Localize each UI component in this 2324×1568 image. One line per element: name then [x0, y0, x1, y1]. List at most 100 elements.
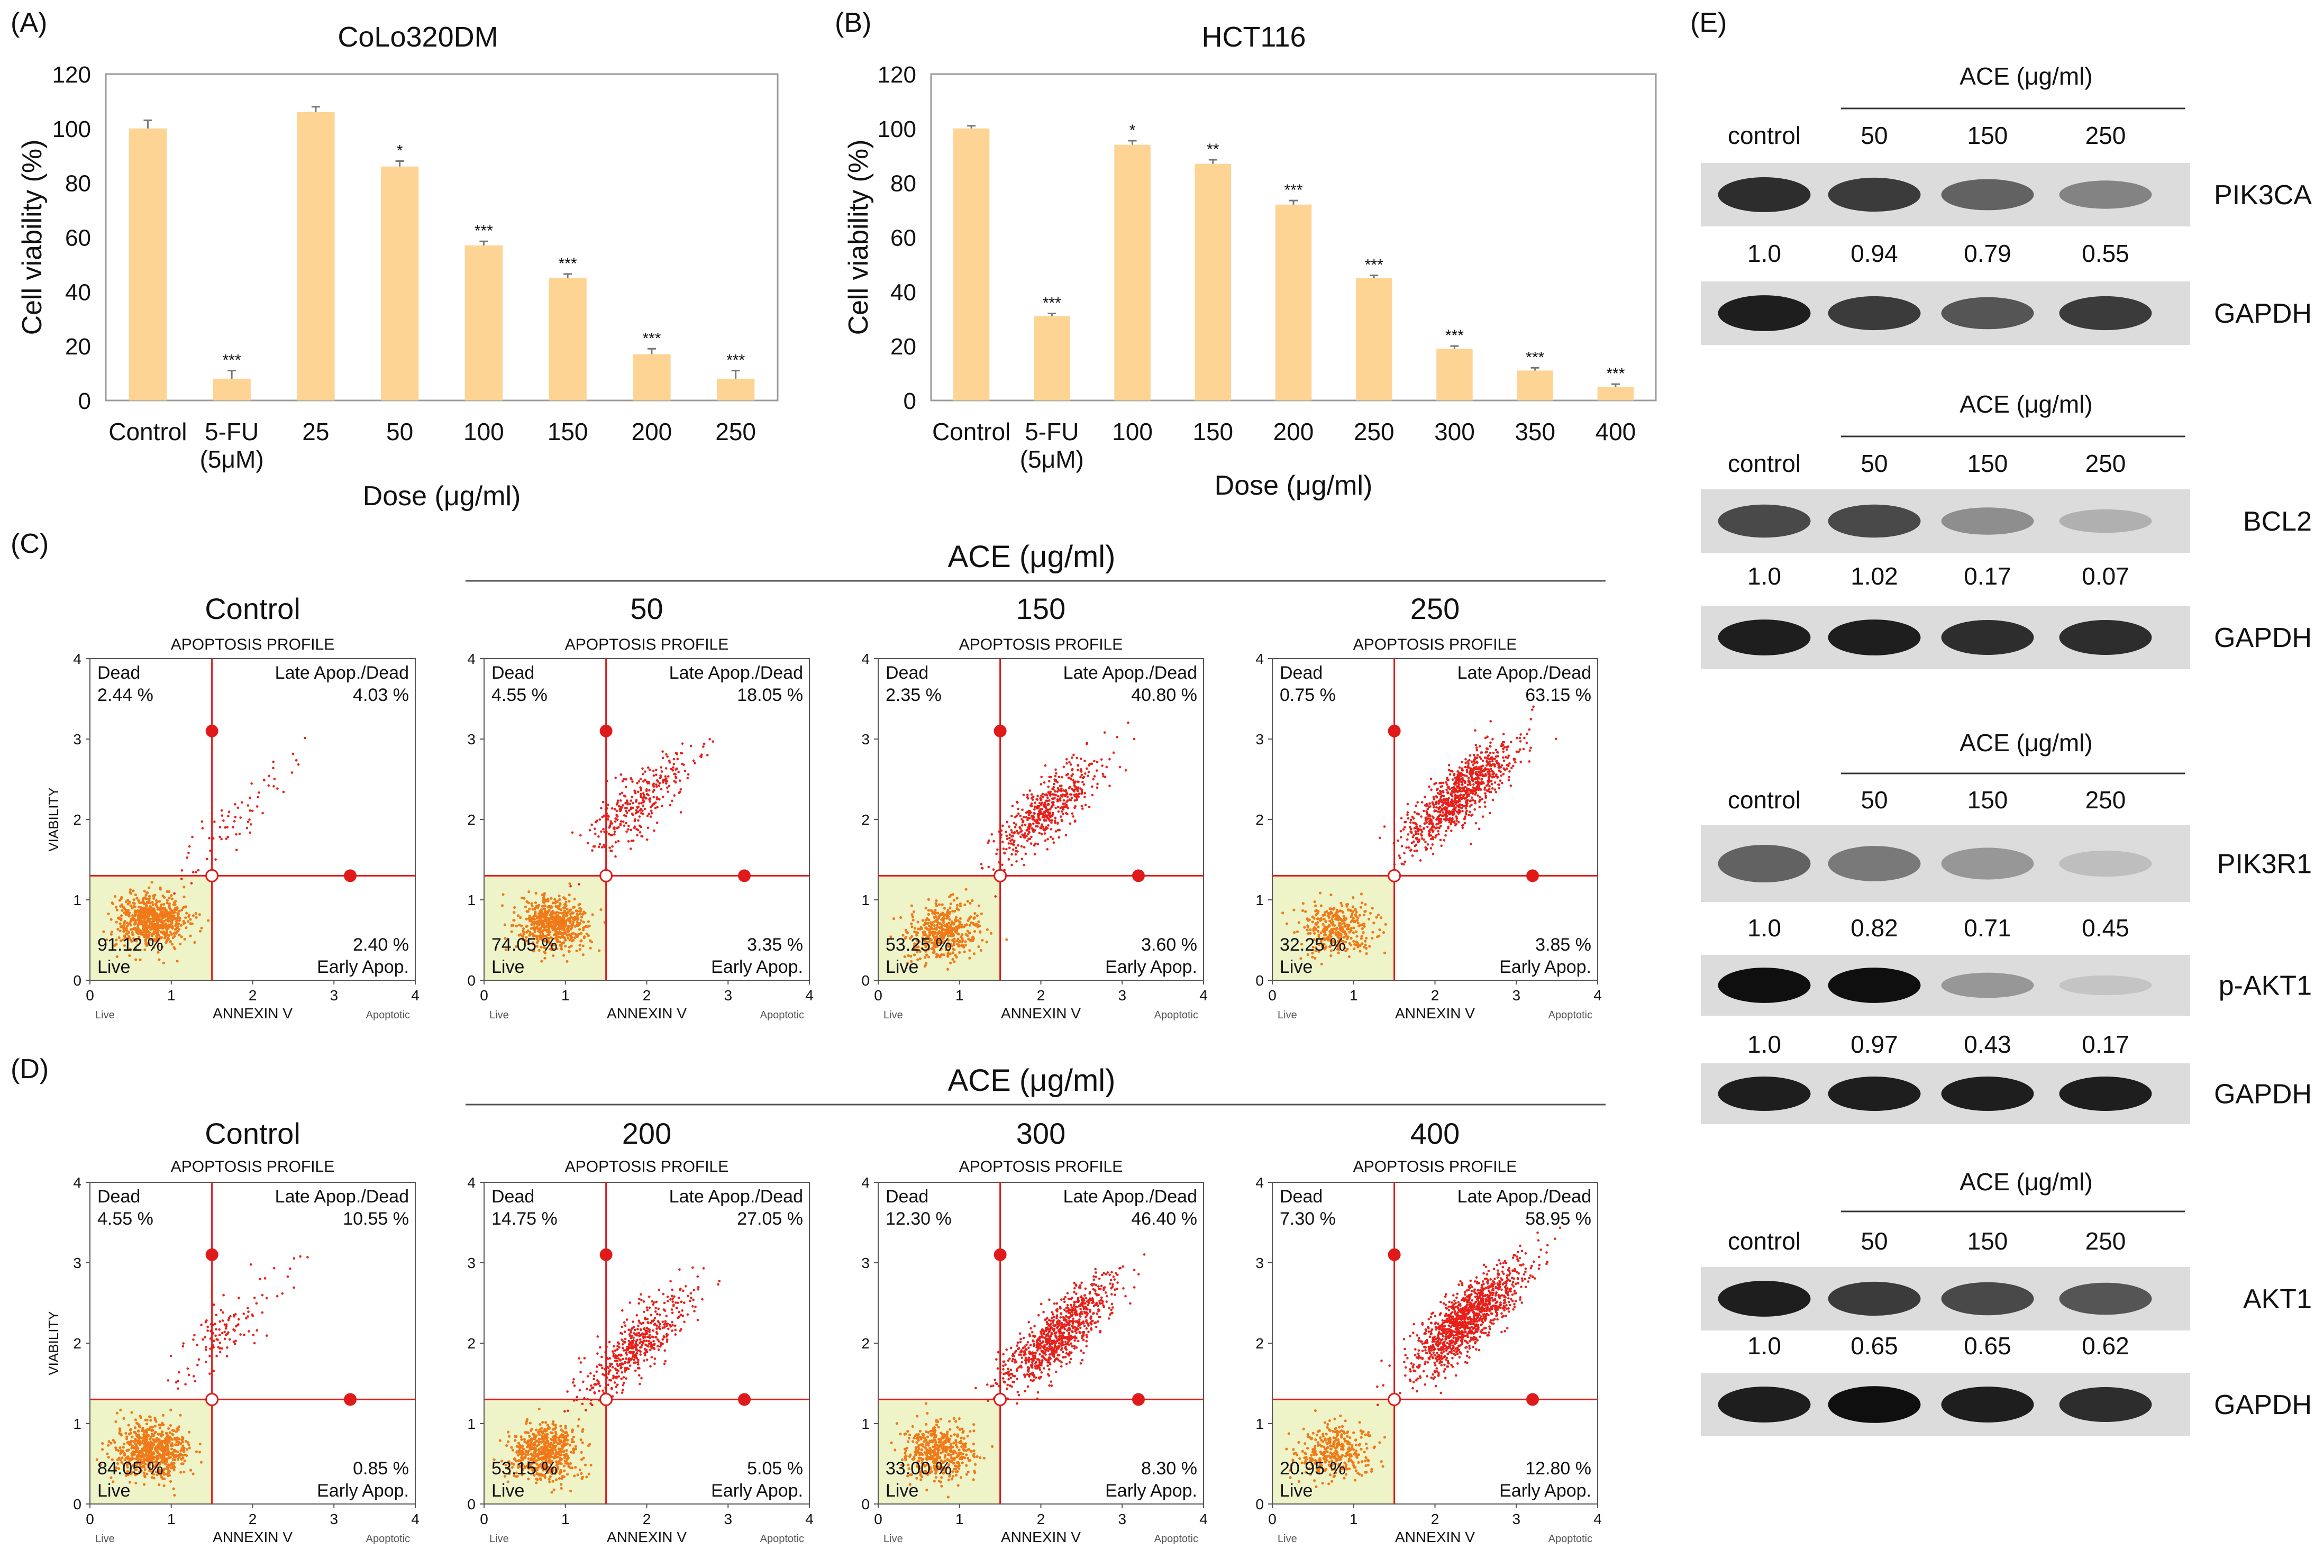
scatter-point-live [1296, 930, 1299, 933]
scatter-point-apoptotic [1047, 808, 1050, 812]
scatter-point-apoptotic [988, 839, 990, 842]
scatter-point-live [138, 1443, 142, 1446]
scatter-point-apoptotic [227, 810, 231, 813]
scatter-point-live [1360, 892, 1363, 896]
scatter-point-apoptotic [1031, 815, 1033, 818]
scatter-point-live [934, 938, 937, 941]
scatter-point-live [918, 957, 922, 960]
scatter-point-live [910, 960, 913, 963]
scatter-point-apoptotic [1007, 842, 1010, 845]
scatter-point-apoptotic [1005, 834, 1008, 837]
scatter-point-live [170, 915, 174, 918]
scatter-point-apoptotic [631, 795, 634, 798]
scatter-point-apoptotic [639, 786, 642, 789]
scatter-point-live [147, 1428, 150, 1432]
scatter-point-live [1348, 942, 1351, 945]
scatter-point-live [916, 950, 919, 954]
scatter-point-apoptotic [1035, 807, 1038, 810]
scatter-point-apoptotic [223, 1337, 226, 1341]
scatter-point-live [544, 946, 547, 950]
scatter-point-live [525, 936, 528, 939]
scatter-point-live [128, 954, 131, 958]
scatter-point-apoptotic [1013, 822, 1016, 825]
scatter-point-apoptotic [1492, 772, 1496, 775]
scatter-point-live [179, 1452, 182, 1455]
scatter-point-live [148, 899, 151, 902]
scatter-point-apoptotic [1010, 815, 1013, 817]
scatter-point-live [145, 944, 149, 947]
scatter-point-live [525, 917, 528, 920]
scatter-point-apoptotic [579, 834, 582, 837]
scatter-point-live [134, 958, 138, 961]
scatter-point-live [958, 951, 961, 954]
scatter-point-apoptotic [1448, 788, 1452, 791]
scatter-point-apoptotic [1409, 827, 1412, 831]
scatter-point-live [522, 929, 525, 933]
scatter-point-apoptotic [571, 831, 574, 834]
scatter-point-live [174, 1450, 177, 1453]
scatter-point-apoptotic [1059, 797, 1062, 800]
y-tick-label: 0 [1255, 972, 1264, 989]
scatter-point-apoptotic [600, 846, 604, 849]
scatter-point-apoptotic [651, 804, 654, 807]
scatter-point-apoptotic [1051, 801, 1054, 804]
scatter-point-live [565, 911, 569, 915]
scatter-point-apoptotic [1020, 824, 1024, 827]
quadrant-dead-label: Dead [491, 663, 534, 683]
scatter-point-apoptotic [1041, 816, 1044, 818]
scatter-point-apoptotic [1091, 785, 1093, 788]
scatter-point-live [957, 945, 960, 948]
scatter-point-apoptotic [234, 816, 237, 818]
x-tick-label-line: 200 [1273, 418, 1314, 445]
scatter-point-apoptotic [273, 778, 276, 780]
scatter-point-live [933, 916, 936, 919]
scatter-point-apoptotic [1435, 806, 1438, 809]
scatter-point-apoptotic [1043, 805, 1046, 808]
scatter-point-apoptotic [1490, 780, 1493, 782]
scatter-point-live [522, 927, 525, 931]
scatter-point-apoptotic [666, 755, 669, 758]
scatter-point-apoptotic [1060, 810, 1063, 813]
scatter-point-live [581, 928, 585, 932]
scatter-point-apoptotic [1096, 769, 1098, 772]
scatter-point-apoptotic [593, 827, 596, 830]
scatter-point-live [930, 947, 933, 950]
scatter-point-apoptotic [667, 790, 669, 793]
scatter-point-live [1341, 927, 1344, 931]
scatter-point-apoptotic [1426, 843, 1429, 846]
plot-subtitle: APOPTOSIS PROFILE [171, 1158, 335, 1175]
scatter-point-live [964, 940, 967, 943]
scatter-point-live [569, 936, 573, 940]
scatter-point-live [911, 915, 915, 918]
scatter-point-live [1359, 950, 1362, 953]
scatter-point-live [522, 933, 525, 936]
scatter-point-apoptotic [1086, 742, 1089, 744]
scatter-point-apoptotic [1032, 831, 1035, 833]
scatter-point-apoptotic [1073, 785, 1077, 788]
scatter-point-apoptotic [1028, 789, 1031, 792]
scatter-point-live [1328, 919, 1332, 923]
scatter-point-live [535, 917, 539, 920]
bar [1114, 144, 1151, 400]
scatter-point-live [530, 918, 533, 922]
scatter-point-live [161, 1423, 164, 1426]
scatter-point-apoptotic [1399, 856, 1401, 860]
scatter-point-apoptotic [1413, 811, 1416, 814]
scatter-point-live [192, 1472, 195, 1475]
scatter-point-live [563, 925, 566, 929]
scatter-point-live [935, 904, 938, 907]
scatter-point-live [543, 907, 546, 910]
scatter-point-apoptotic [598, 843, 601, 846]
scatter-point-apoptotic [1435, 818, 1438, 821]
x-tick-label-line: (5μM) [200, 445, 264, 473]
scatter-point-live [1322, 929, 1325, 932]
scatter-point-apoptotic [1011, 805, 1014, 807]
scatter-point-apoptotic [1046, 799, 1049, 803]
scatter-point-apoptotic [247, 804, 250, 807]
scatter-point-live [132, 898, 135, 901]
scatter-point-live [170, 894, 173, 897]
scatter-point-live [532, 923, 536, 926]
scatter-point-apoptotic [1526, 733, 1528, 735]
